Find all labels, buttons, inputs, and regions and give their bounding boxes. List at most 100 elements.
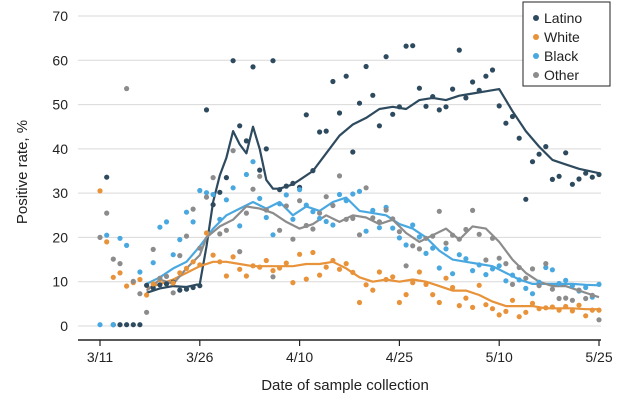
point-latino bbox=[503, 120, 509, 126]
y-tick-label: 10 bbox=[52, 274, 68, 290]
point-black bbox=[370, 207, 376, 213]
point-black bbox=[390, 225, 396, 231]
point-other bbox=[516, 264, 522, 271]
x-axis-title: Date of sample collection bbox=[261, 377, 429, 394]
point-other bbox=[523, 275, 529, 281]
point-other bbox=[97, 234, 103, 240]
point-other bbox=[363, 185, 369, 191]
point-black bbox=[549, 267, 556, 273]
legend-marker-latino bbox=[533, 15, 539, 21]
legend-label-latino: Latino bbox=[544, 10, 582, 26]
point-white bbox=[589, 307, 595, 313]
point-latino bbox=[124, 322, 130, 328]
point-other bbox=[283, 203, 289, 209]
point-white bbox=[277, 265, 283, 271]
point-black bbox=[376, 225, 382, 231]
point-black bbox=[297, 187, 303, 193]
point-other bbox=[277, 227, 283, 233]
point-latino bbox=[157, 282, 163, 288]
point-white bbox=[463, 295, 469, 301]
point-black bbox=[117, 235, 123, 241]
point-other bbox=[297, 198, 303, 204]
point-black bbox=[163, 219, 170, 225]
y-tick-label: 30 bbox=[52, 185, 68, 201]
point-black bbox=[323, 218, 329, 225]
point-other bbox=[569, 297, 576, 303]
point-white bbox=[523, 309, 529, 315]
point-other bbox=[489, 235, 496, 241]
point-other bbox=[343, 216, 349, 222]
point-other bbox=[396, 229, 402, 235]
point-white bbox=[410, 280, 416, 286]
data-points bbox=[97, 43, 602, 328]
point-latino bbox=[363, 63, 369, 70]
point-other bbox=[223, 227, 229, 233]
point-white bbox=[257, 264, 263, 270]
point-white bbox=[536, 306, 542, 312]
point-white bbox=[144, 292, 150, 298]
point-latino bbox=[463, 95, 469, 101]
point-black bbox=[310, 209, 316, 215]
point-latino bbox=[403, 43, 409, 49]
point-white bbox=[297, 251, 303, 257]
y-axis-ticks: 0 10 20 30 40 50 60 70 bbox=[52, 8, 68, 334]
point-other bbox=[476, 231, 482, 237]
point-white bbox=[430, 292, 436, 298]
point-other bbox=[217, 231, 223, 237]
x-tick-label: 3/26 bbox=[186, 349, 213, 365]
point-black bbox=[350, 191, 356, 197]
point-latino bbox=[263, 146, 269, 152]
point-other bbox=[270, 274, 276, 280]
point-other bbox=[356, 232, 363, 238]
point-latino bbox=[217, 189, 223, 195]
point-latino bbox=[144, 282, 150, 288]
point-other bbox=[436, 208, 442, 214]
point-white bbox=[583, 313, 589, 319]
point-latino bbox=[190, 284, 196, 291]
point-latino bbox=[456, 47, 462, 53]
point-other bbox=[137, 291, 143, 297]
point-white bbox=[190, 259, 196, 265]
point-black bbox=[283, 192, 289, 198]
y-axis-title: Positive rate, % bbox=[14, 120, 31, 224]
point-latino bbox=[410, 43, 416, 49]
point-latino bbox=[277, 187, 283, 193]
point-white bbox=[303, 276, 309, 282]
point-latino bbox=[177, 287, 183, 293]
point-latino bbox=[290, 180, 296, 186]
point-white bbox=[576, 302, 582, 308]
point-black bbox=[556, 280, 562, 287]
point-black bbox=[456, 252, 462, 258]
point-latino bbox=[563, 150, 569, 156]
point-other bbox=[589, 292, 595, 298]
point-white bbox=[263, 257, 269, 264]
point-white bbox=[376, 269, 382, 275]
point-black bbox=[450, 271, 456, 277]
point-black bbox=[509, 272, 516, 278]
y-tick-label: 50 bbox=[52, 97, 68, 113]
point-other bbox=[124, 86, 130, 92]
point-black bbox=[503, 278, 509, 284]
point-other bbox=[250, 186, 256, 192]
point-black bbox=[583, 284, 589, 291]
point-black bbox=[396, 235, 402, 241]
x-tick-label: 4/10 bbox=[286, 349, 313, 365]
point-white bbox=[250, 263, 256, 269]
point-white bbox=[396, 299, 402, 306]
point-latino bbox=[137, 322, 143, 328]
point-white bbox=[183, 265, 190, 271]
point-latino bbox=[556, 173, 562, 179]
point-other bbox=[144, 309, 150, 315]
point-latino bbox=[283, 183, 289, 189]
point-latino bbox=[549, 176, 556, 182]
point-latino bbox=[210, 202, 216, 208]
point-white bbox=[230, 254, 236, 260]
point-black bbox=[290, 216, 296, 222]
point-black bbox=[137, 269, 143, 275]
point-other bbox=[170, 290, 176, 296]
point-black bbox=[263, 214, 269, 221]
point-white bbox=[496, 312, 502, 318]
point-other bbox=[383, 207, 389, 213]
x-tick-label: 3/11 bbox=[87, 349, 113, 365]
point-white bbox=[290, 280, 296, 286]
